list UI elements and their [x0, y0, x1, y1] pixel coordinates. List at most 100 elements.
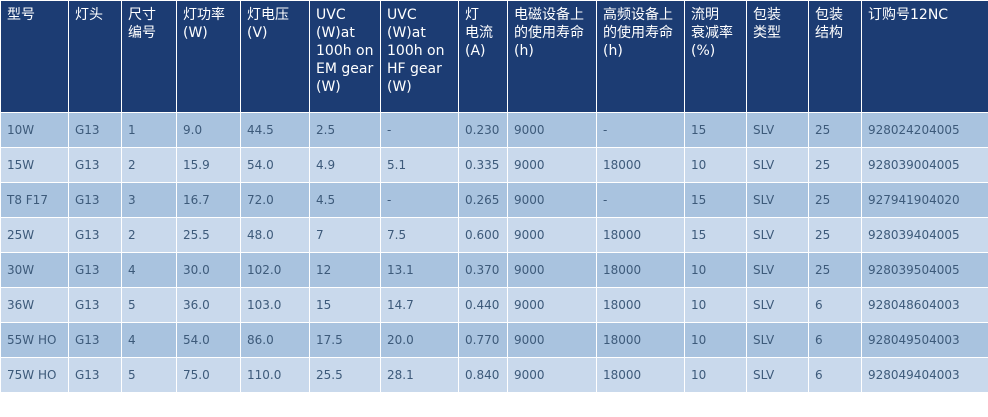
column-header-line: 100h on — [387, 43, 445, 59]
table-cell: 14.7 — [380, 287, 459, 323]
table-cell: 28.1 — [380, 357, 459, 393]
column-header-line: 100h on — [316, 43, 374, 59]
column-header-line: (W)at — [387, 25, 426, 41]
table-cell: 25 — [808, 112, 862, 148]
table-cell: - — [596, 112, 685, 148]
table-cell: 25 — [808, 182, 862, 218]
column-header: 灯功率 (W) — [176, 0, 241, 113]
table-cell: 9000 — [507, 322, 597, 358]
table-cell: 2 — [121, 217, 177, 253]
table-cell: 9000 — [507, 287, 597, 323]
table-cell: 15 — [684, 112, 747, 148]
table-cell: 928024204005 — [861, 112, 988, 148]
table-cell: 18000 — [596, 287, 685, 323]
column-header-line: (%) — [691, 43, 716, 59]
table-cell: 55W HO — [0, 322, 69, 358]
table-cell: SLV — [746, 147, 809, 183]
table-cell: 10 — [684, 357, 747, 393]
table-cell: 16.7 — [176, 182, 241, 218]
table-cell: 75.0 — [176, 357, 241, 393]
table-cell: 15.9 — [176, 147, 241, 183]
column-header-line: HF gear — [387, 61, 442, 77]
table-cell: 4 — [121, 322, 177, 358]
column-header-line: UVC — [387, 7, 417, 23]
table-cell: 30.0 — [176, 252, 241, 288]
table-cell: 927941904020 — [861, 182, 988, 218]
table-cell: 17.5 — [309, 322, 381, 358]
column-header-line: 尺寸 — [128, 7, 156, 23]
column-header-line: (W) — [387, 79, 412, 95]
table-cell: 10 — [684, 252, 747, 288]
table-cell: 4 — [121, 252, 177, 288]
table-cell: 44.5 — [240, 112, 310, 148]
table-cell: 10 — [684, 322, 747, 358]
column-header-line: 订购号12NC — [868, 7, 949, 23]
table-cell: 928048604003 — [861, 287, 988, 323]
column-header-line: 电流 — [465, 25, 493, 41]
table-header: 型号 灯头 尺寸 编号 灯功率 (W) 灯电压 (V) UVC (W)at 100h on EM ge… — [0, 0, 988, 113]
table-cell: G13 — [68, 112, 122, 148]
table-cell: SLV — [746, 322, 809, 358]
table-cell: 928049504003 — [861, 322, 988, 358]
column-header-line: EM gear — [316, 61, 374, 77]
table-cell: 5 — [121, 287, 177, 323]
column-header-line: (W)at — [316, 25, 355, 41]
column-header-line: (V) — [247, 25, 268, 41]
table-cell: 3 — [121, 182, 177, 218]
table-cell: 5.1 — [380, 147, 459, 183]
table-cell: 18000 — [596, 357, 685, 393]
table-cell: SLV — [746, 252, 809, 288]
table-row: 15W G13 2 15.9 54.0 4.9 5.1 0.335 9000 18000 10 SLV… — [0, 147, 988, 183]
table-cell: T8 F17 — [0, 182, 69, 218]
table-cell: 9000 — [507, 217, 597, 253]
column-header: 流明 衰减率 (%) — [684, 0, 747, 113]
table-cell: - — [380, 112, 459, 148]
column-header-line: 结构 — [815, 25, 843, 41]
table-cell: 54.0 — [176, 322, 241, 358]
table-cell: 25 — [808, 147, 862, 183]
table-cell: SLV — [746, 357, 809, 393]
table-cell: 18000 — [596, 217, 685, 253]
column-header: 高频设备上 的使用寿命 (h) — [596, 0, 685, 113]
table-cell: SLV — [746, 182, 809, 218]
column-header: UVC (W)at 100h on HF gear (W) — [380, 0, 459, 113]
table-cell: 18000 — [596, 252, 685, 288]
table-cell: 25.5 — [176, 217, 241, 253]
table-cell: 15 — [684, 217, 747, 253]
table-cell: 9000 — [507, 252, 597, 288]
table-row: 10W G13 1 9.0 44.5 2.5-0.230 9000-15 SLV 25 92802… — [0, 112, 988, 148]
table-cell: G13 — [68, 217, 122, 253]
table-cell: 9000 — [507, 357, 597, 393]
column-header-line: 包装 — [753, 7, 781, 23]
column-header-line: 高频设备上 — [603, 7, 673, 23]
table-cell: SLV — [746, 287, 809, 323]
column-header-line: UVC — [316, 7, 346, 23]
table-row: 30W G13 4 30.0 102.0 12 13.1 0.370 9000 18000 10 SL… — [0, 252, 988, 288]
table-cell: 0.600 — [458, 217, 508, 253]
column-header-line: (W) — [183, 25, 208, 41]
column-header-line: 灯电压 — [247, 7, 289, 23]
column-header-line: 灯功率 — [183, 7, 225, 23]
table-cell: 25 — [808, 217, 862, 253]
column-header: 订购号12NC — [861, 0, 988, 113]
table-cell: SLV — [746, 112, 809, 148]
table-row: 36W G13 5 36.0 103.0 15 14.7 0.440 9000 18000 10 SL… — [0, 287, 988, 323]
table-cell: 102.0 — [240, 252, 310, 288]
table-cell: G13 — [68, 182, 122, 218]
column-header-line: 衰减率 — [691, 25, 733, 41]
table-cell: 13.1 — [380, 252, 459, 288]
column-header: 灯电流 (A) — [458, 0, 508, 113]
column-header-line: (h) — [603, 43, 623, 59]
table-cell: 15W — [0, 147, 69, 183]
table-cell: G13 — [68, 287, 122, 323]
column-header-line: 灯头 — [75, 7, 103, 23]
table-cell: 2.5 — [309, 112, 381, 148]
column-header-line: (h) — [514, 43, 534, 59]
column-header-line: 电磁设备上 — [514, 7, 584, 23]
column-header: 包装 类型 — [746, 0, 809, 113]
column-header-line: (A) — [465, 43, 486, 59]
table-cell: 7.5 — [380, 217, 459, 253]
table-cell: 86.0 — [240, 322, 310, 358]
column-header-line: 包装 — [815, 7, 843, 23]
table-cell: 4.9 — [309, 147, 381, 183]
